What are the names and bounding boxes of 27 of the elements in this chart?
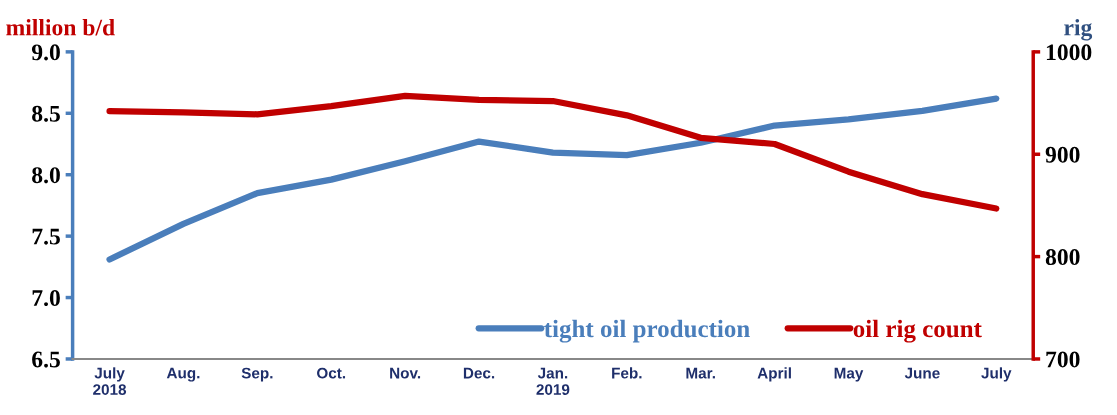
legend-label: tight oil production [544, 319, 750, 343]
x-tick-label: Dec. [463, 367, 495, 379]
y-tick-label: 7.5 [32, 228, 60, 245]
y-tick-label: 8.0 [32, 167, 60, 184]
y2-tick-label: 900 [1045, 146, 1080, 163]
x-tick-label: July [981, 367, 1012, 382]
x-tick-label: April [757, 367, 791, 382]
x-tick-label: Jan. 2019 [536, 367, 570, 395]
x-tick-label: Oct. [317, 367, 346, 379]
x-tick-label: Sep. [241, 367, 273, 382]
y-tick-label: 7.0 [32, 290, 60, 307]
y-tick-label: 8.5 [32, 105, 60, 122]
y2-tick-label: 700 [1046, 351, 1080, 368]
x-tick-label: May [834, 367, 864, 382]
legend-label: oil rig count [853, 319, 982, 343]
y-axis-title: million b/d [6, 18, 115, 36]
y2-tick-label: 800 [1045, 249, 1080, 266]
x-tick-label: Mar. [686, 367, 715, 379]
x-tick-label: July 2018 [93, 367, 127, 395]
x-tick-label: Nov. [390, 367, 421, 379]
y-tick-label: 9.0 [31, 44, 60, 61]
y-tick-label: 6.5 [32, 351, 60, 368]
y2-tick-label: 1000 [1046, 44, 1092, 61]
x-tick-label: June [904, 367, 940, 379]
y2-axis-title: rig [1064, 18, 1093, 41]
x-tick-label: Feb. [612, 367, 642, 379]
x-tick-label: Aug. [166, 367, 200, 382]
